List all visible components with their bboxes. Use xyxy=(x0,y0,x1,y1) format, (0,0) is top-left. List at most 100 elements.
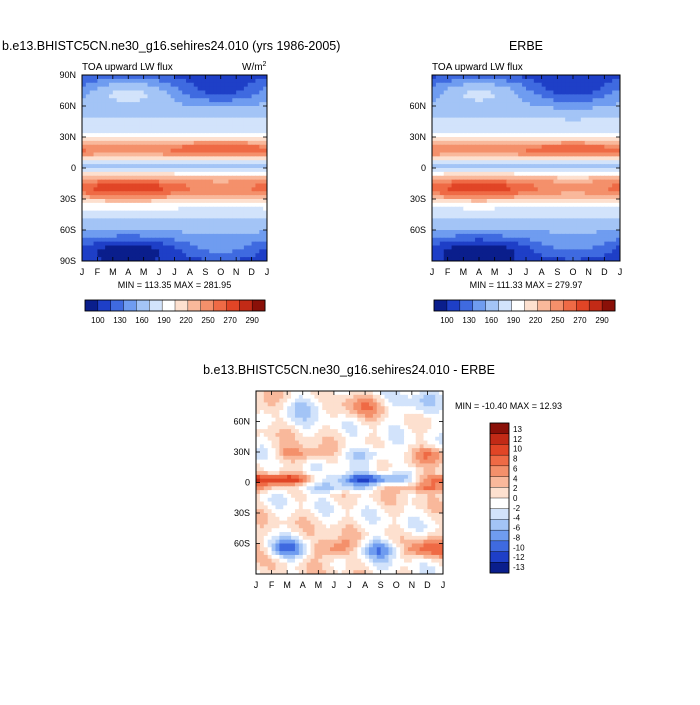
contour-cell xyxy=(436,160,441,164)
contour-cell xyxy=(175,234,179,238)
contour-cell xyxy=(491,79,496,83)
contour-cell xyxy=(377,395,382,399)
contour-cell xyxy=(491,180,496,184)
contour-cell xyxy=(604,164,609,168)
contour-cell xyxy=(448,160,453,164)
contour-cell xyxy=(420,399,425,403)
contour-cell xyxy=(514,249,519,253)
contour-cell xyxy=(432,129,437,133)
contour-cell xyxy=(159,211,163,215)
contour-cell xyxy=(456,238,461,242)
contour-cell xyxy=(167,242,171,246)
model-subtitle: TOA upward LW flux xyxy=(82,62,173,73)
contour-cell xyxy=(440,211,445,215)
contour-cell xyxy=(522,106,527,110)
contour-cell xyxy=(205,114,209,118)
contour-cell xyxy=(121,207,125,211)
contour-cell xyxy=(542,94,547,98)
y-tick-label: 0 xyxy=(71,163,76,173)
contour-cell xyxy=(581,75,586,79)
contour-cell xyxy=(597,195,602,199)
contour-cell xyxy=(597,184,602,188)
contour-cell xyxy=(585,242,590,246)
contour-cell xyxy=(538,218,543,222)
contour-cell xyxy=(213,129,217,133)
contour-cell xyxy=(444,94,449,98)
contour-cell xyxy=(190,118,194,122)
contour-cell xyxy=(175,191,179,195)
contour-cell xyxy=(198,253,202,257)
contour-cell xyxy=(589,168,594,172)
contour-cell xyxy=(198,203,202,207)
contour-cell xyxy=(534,172,539,176)
contour-cell xyxy=(506,195,511,199)
contour-cell xyxy=(503,153,508,157)
contour-cell xyxy=(612,238,617,242)
contour-cell xyxy=(506,83,511,87)
colorbar-label: 270 xyxy=(223,316,237,325)
contour-cell xyxy=(600,91,605,95)
contour-cell xyxy=(136,242,140,246)
contour-cell xyxy=(612,207,617,211)
contour-cell xyxy=(209,180,213,184)
contour-cell xyxy=(600,98,605,102)
contour-cell xyxy=(124,114,128,118)
contour-cell xyxy=(217,238,221,242)
contour-cell xyxy=(97,238,101,242)
contour-cell xyxy=(155,195,159,199)
contour-cell xyxy=(436,110,441,114)
contour-cell xyxy=(546,184,551,188)
contour-cell xyxy=(94,230,98,234)
contour-cell xyxy=(522,199,527,203)
contour-cell xyxy=(467,160,472,164)
contour-cell xyxy=(171,238,175,242)
contour-cell xyxy=(151,218,155,222)
contour-cell xyxy=(255,94,259,98)
contour-cell xyxy=(514,211,519,215)
contour-cell xyxy=(178,98,182,102)
contour-cell xyxy=(491,168,496,172)
contour-cell xyxy=(435,391,440,395)
contour-cell xyxy=(217,180,221,184)
contour-cell xyxy=(456,91,461,95)
contour-cell xyxy=(228,156,232,160)
contour-cell xyxy=(561,218,566,222)
contour-cell xyxy=(171,83,175,87)
contour-cell xyxy=(604,211,609,215)
contour-cell xyxy=(190,249,194,253)
contour-cell xyxy=(467,234,472,238)
contour-cell xyxy=(259,207,263,211)
contour-cell xyxy=(597,75,602,79)
contour-cell xyxy=(244,203,248,207)
contour-cell xyxy=(128,168,132,172)
contour-cell xyxy=(557,172,562,176)
contour-cell xyxy=(94,79,98,83)
contour-cell xyxy=(136,238,140,242)
contour-cell xyxy=(225,176,229,180)
contour-cell xyxy=(194,160,198,164)
contour-cell xyxy=(452,106,457,110)
contour-cell xyxy=(526,180,531,184)
contour-cell xyxy=(121,145,125,149)
contour-cell xyxy=(252,141,256,145)
contour-cell xyxy=(553,234,558,238)
contour-cell xyxy=(463,195,468,199)
contour-cell xyxy=(190,98,194,102)
contour-cell xyxy=(550,149,555,153)
contour-cell xyxy=(213,133,217,137)
contour-cell xyxy=(213,160,217,164)
contour-cell xyxy=(259,234,263,238)
contour-cell xyxy=(499,246,504,250)
contour-cell xyxy=(522,98,527,102)
contour-cell xyxy=(452,180,457,184)
contour-cell xyxy=(471,125,476,129)
contour-cell xyxy=(94,246,98,250)
contour-cell xyxy=(148,118,152,122)
contour-cell xyxy=(456,79,461,83)
contour-cell xyxy=(113,160,117,164)
contour-cell xyxy=(495,207,500,211)
contour-cell xyxy=(248,102,252,106)
contour-cell xyxy=(546,230,551,234)
contour-cell xyxy=(589,149,594,153)
contour-cell xyxy=(499,234,504,238)
